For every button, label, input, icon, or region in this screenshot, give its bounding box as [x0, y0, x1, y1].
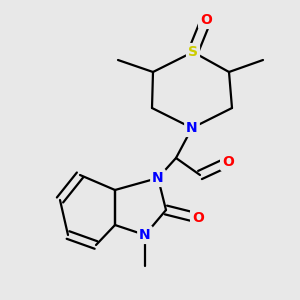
- Text: S: S: [188, 45, 198, 59]
- Text: N: N: [152, 171, 164, 185]
- Text: O: O: [192, 211, 204, 225]
- Text: O: O: [200, 13, 212, 27]
- Text: N: N: [186, 121, 198, 135]
- Text: O: O: [222, 155, 234, 169]
- Text: N: N: [139, 228, 151, 242]
